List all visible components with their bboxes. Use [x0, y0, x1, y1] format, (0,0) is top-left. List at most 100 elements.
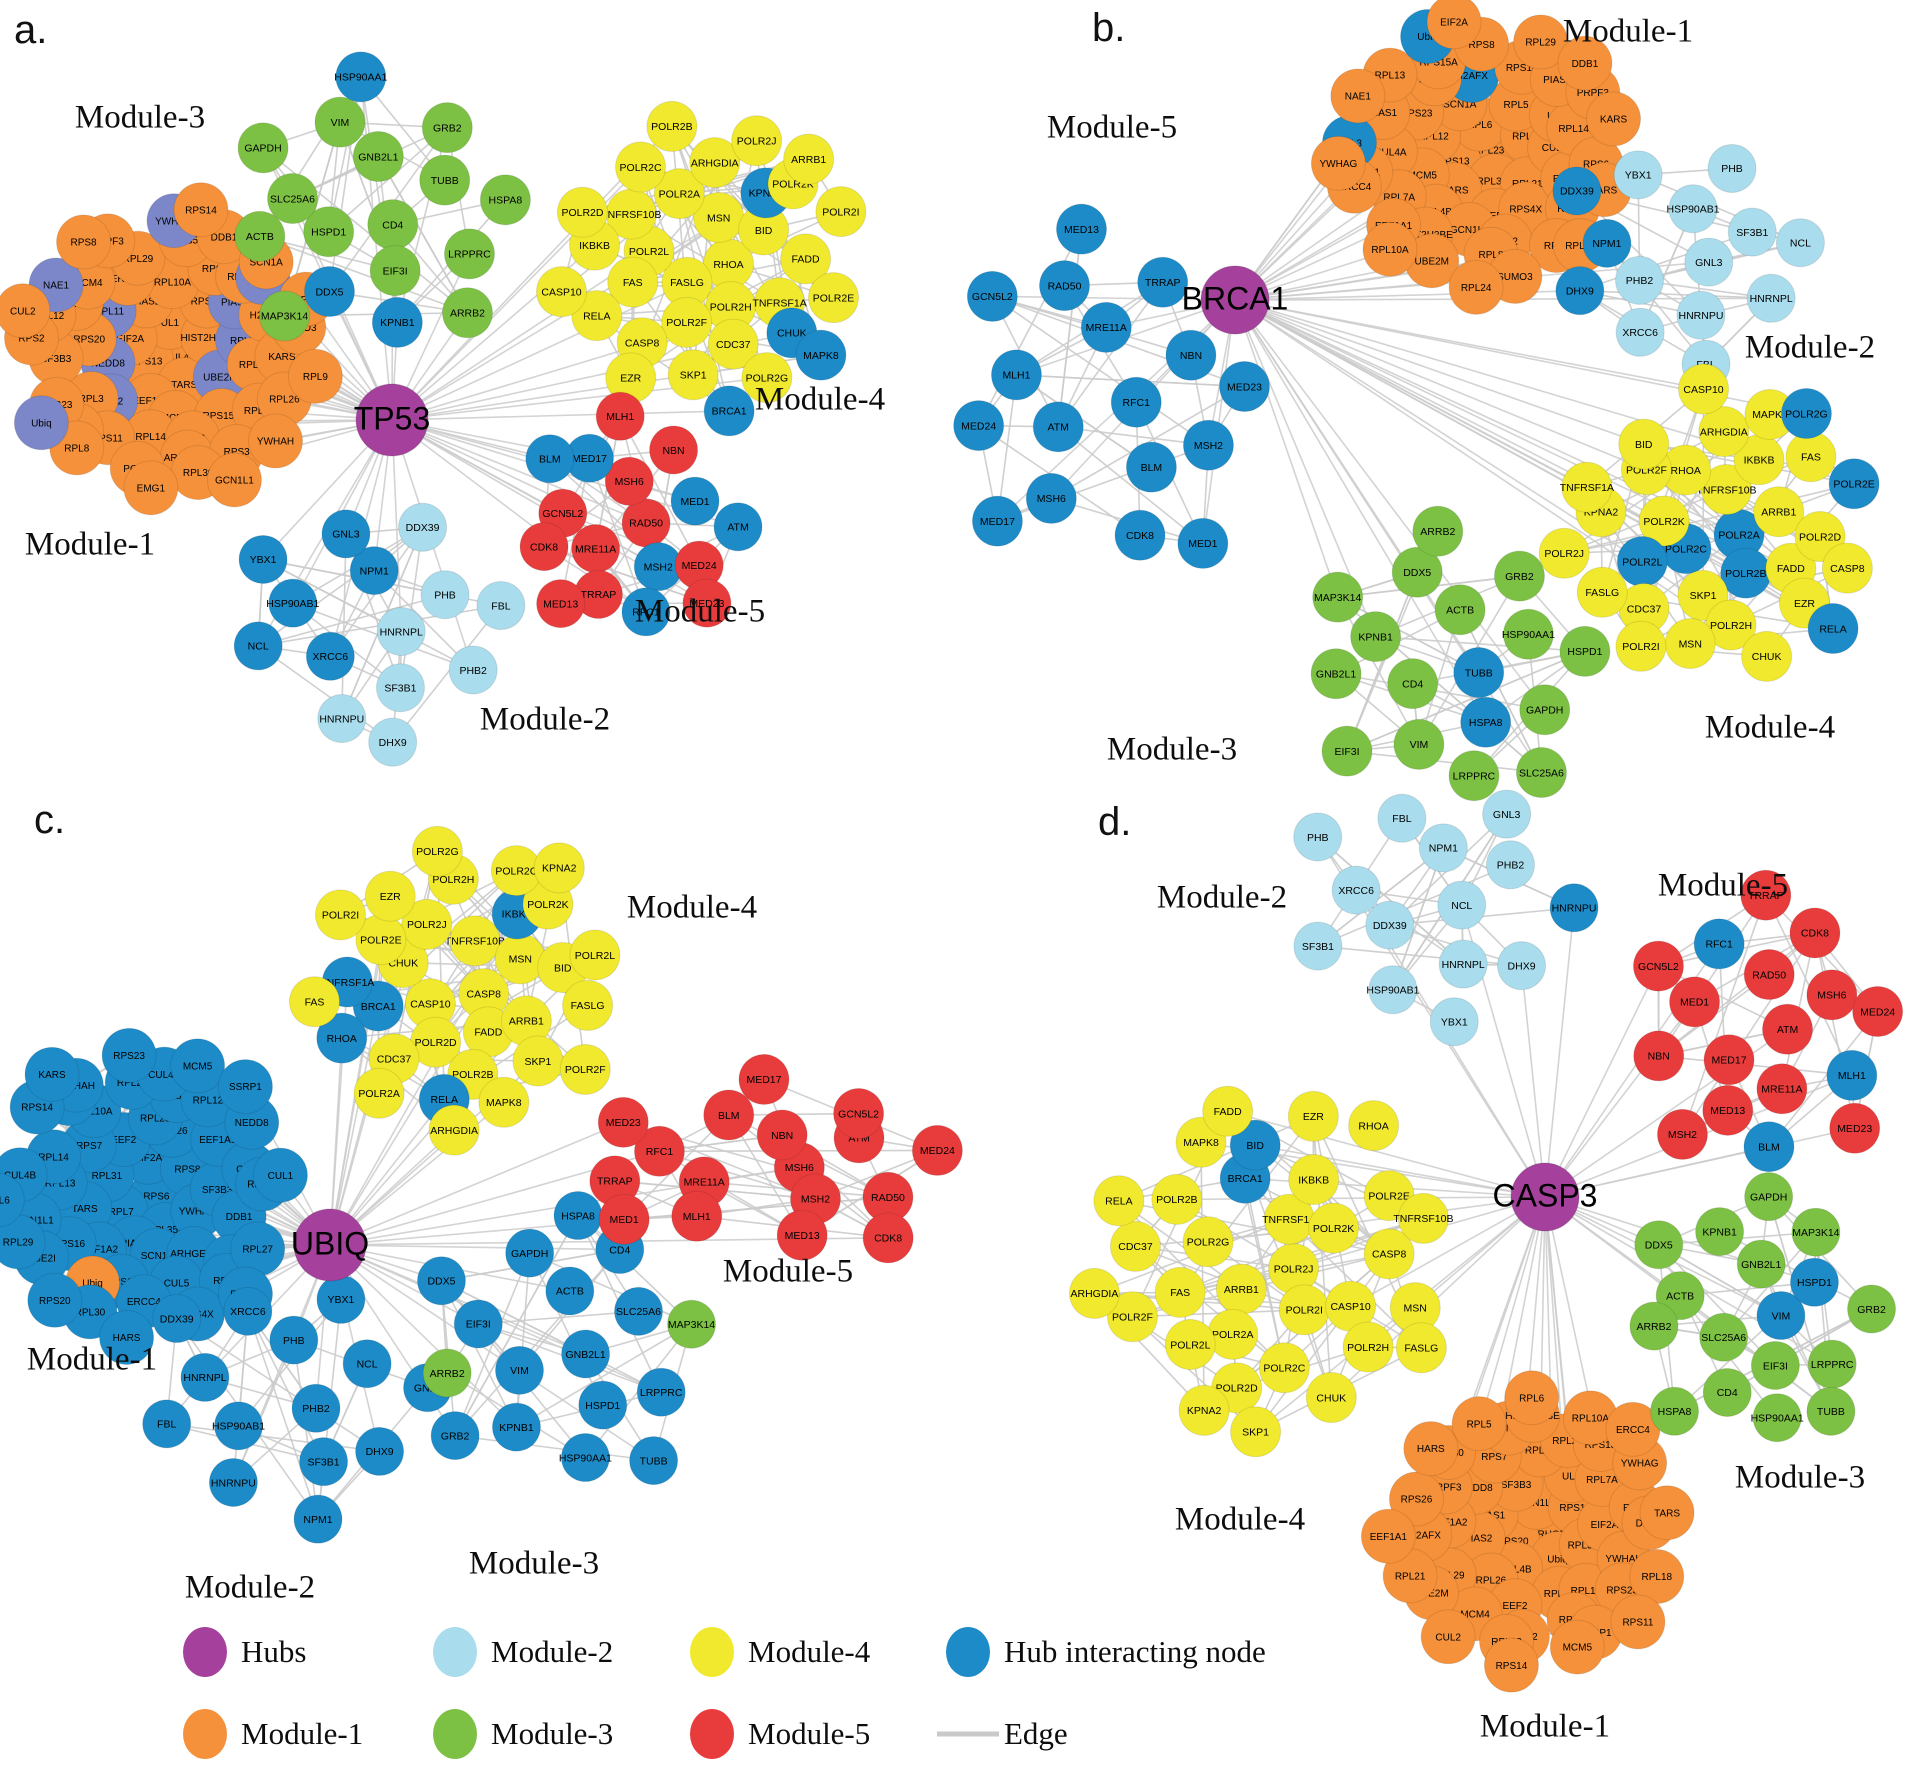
node-DHX9[interactable]: DHX9	[1555, 266, 1605, 316]
node-BID[interactable]: BID	[1618, 418, 1670, 470]
node-XRCC6[interactable]: XRCC6	[1331, 865, 1381, 915]
node-SLC25A6[interactable]: SLC25A6	[1699, 1312, 1749, 1362]
node-SF3B1[interactable]: SF3B1	[375, 663, 425, 713]
node-MAP3K14[interactable]: MAP3K14	[667, 1299, 717, 1349]
node-SLC25A6[interactable]: SLC25A6	[614, 1286, 664, 1336]
node-MAP3K14[interactable]: MAP3K14	[259, 290, 311, 342]
node-CDK8[interactable]: CDK8	[1789, 907, 1841, 959]
node-RPL6[interactable]: RPL6	[0, 1172, 25, 1228]
node-CUL2[interactable]: CUL2	[0, 283, 51, 339]
node-NPM1[interactable]: NPM1	[1582, 218, 1632, 268]
node-MLH1[interactable]: MLH1	[671, 1190, 723, 1242]
node-MED1[interactable]: MED1	[598, 1193, 650, 1245]
node-NCL[interactable]: NCL	[1437, 880, 1487, 930]
node-BLM[interactable]: BLM	[1125, 441, 1177, 493]
node-HARS[interactable]: HARS	[1403, 1421, 1459, 1477]
node-SKP1[interactable]: SKP1	[667, 349, 719, 401]
node-HSP90AB1[interactable]: HSP90AB1	[212, 1401, 265, 1451]
node-POLR2C[interactable]: POLR2C	[490, 845, 542, 897]
node-CDC37[interactable]: CDC37	[1109, 1220, 1161, 1272]
node-MAP3K14[interactable]: MAP3K14	[1791, 1207, 1841, 1257]
node-ARHGDIA[interactable]: ARHGDIA	[689, 137, 741, 189]
node-POLR2C[interactable]: POLR2C	[615, 141, 667, 193]
node-MCM5[interactable]: MCM5	[1549, 1619, 1605, 1675]
node-CDK8[interactable]: CDK8	[862, 1212, 914, 1264]
node-ARRB1[interactable]: ARRB1	[1215, 1263, 1267, 1315]
node-POLR2A[interactable]: POLR2A	[353, 1067, 405, 1119]
node-GCN1L1[interactable]: GCN1L1	[206, 452, 262, 508]
node-ARHGDIA[interactable]: ARHGDIA	[1068, 1267, 1120, 1319]
node-VIM[interactable]: VIM	[494, 1345, 544, 1395]
node-ARHGDIA[interactable]: ARHGDIA	[428, 1104, 480, 1156]
node-POLR2L[interactable]: POLR2L	[1164, 1318, 1216, 1370]
node-EMG1[interactable]: EMG1	[123, 460, 179, 516]
node-HARS[interactable]: HARS	[99, 1309, 155, 1365]
node-EIF3I[interactable]: EIF3I	[1750, 1340, 1800, 1390]
node-NCL[interactable]: NCL	[233, 621, 283, 671]
node-PHB2[interactable]: PHB2	[1615, 255, 1665, 305]
node-POLR2G[interactable]: POLR2G	[741, 352, 793, 404]
node-ATM[interactable]: ATM	[1762, 1003, 1814, 1055]
node-XRCC6[interactable]: XRCC6	[305, 631, 355, 681]
node-TRRAP[interactable]: TRRAP	[573, 569, 623, 619]
node-MED1[interactable]: MED1	[1669, 976, 1721, 1028]
node-FAS[interactable]: FAS	[1785, 431, 1837, 483]
node-MED24[interactable]: MED24	[674, 540, 724, 590]
node-POLR2F[interactable]: POLR2F	[661, 296, 713, 348]
node-DDX39[interactable]: DDX39	[1552, 166, 1602, 216]
node-POLR2G[interactable]: POLR2G	[1182, 1216, 1234, 1268]
node-DHX9[interactable]: DHX9	[355, 1426, 405, 1476]
node-DHX9[interactable]: DHX9	[368, 717, 418, 767]
node-RFC1[interactable]: RFC1	[621, 587, 671, 637]
node-ACTB[interactable]: ACTB	[545, 1266, 595, 1316]
node-KPNA2[interactable]: KPNA2	[533, 842, 585, 894]
node-DDX5[interactable]: DDX5	[1391, 546, 1443, 598]
node-FADD[interactable]: FADD	[1202, 1085, 1254, 1137]
node-MED13[interactable]: MED13	[536, 579, 586, 629]
node-POLR2I[interactable]: POLR2I	[314, 889, 366, 941]
node-HNRNPL[interactable]: HNRNPL	[1746, 273, 1796, 323]
node-NBN[interactable]: NBN	[756, 1109, 808, 1161]
node-RFC1[interactable]: RFC1	[1693, 918, 1745, 970]
node-RPL9[interactable]: RPL9	[287, 348, 343, 404]
node-KARS[interactable]: KARS	[24, 1046, 80, 1102]
node-DHX9[interactable]: DHX9	[1497, 941, 1547, 991]
node-CDK8[interactable]: CDK8	[1114, 509, 1166, 561]
node-HSPD1[interactable]: HSPD1	[1789, 1257, 1839, 1307]
node-Ubiq[interactable]: Ubiq	[13, 395, 69, 451]
node-POLR2D[interactable]: POLR2D	[556, 186, 608, 238]
node-HSPA8[interactable]: HSPA8	[553, 1191, 603, 1241]
node-MSH2[interactable]: MSH2	[1182, 419, 1234, 471]
node-VIM[interactable]: VIM	[1393, 718, 1445, 770]
node-MED23[interactable]: MED23	[597, 1096, 649, 1148]
node-ARRB2[interactable]: ARRB2	[1412, 505, 1464, 557]
node-TNFRSF10B[interactable]: TNFRSF10B	[601, 188, 661, 240]
hub-node-BRCA1[interactable]: BRCA1	[1182, 265, 1289, 335]
node-ATM[interactable]: ATM	[713, 502, 763, 552]
node-XRCC6[interactable]: XRCC6	[1615, 307, 1665, 357]
node-RPL10A[interactable]: RPL10A	[1362, 221, 1418, 277]
node-POLR2A[interactable]: POLR2A	[1207, 1308, 1259, 1360]
node-HSP90AB1[interactable]: HSP90AB1	[266, 578, 320, 628]
node-CDC37[interactable]: CDC37	[1618, 583, 1670, 635]
node-NCL[interactable]: NCL	[342, 1339, 392, 1389]
node-POLR2G[interactable]: POLR2G	[1780, 388, 1832, 440]
node-CD4[interactable]: CD4	[1387, 658, 1439, 710]
node-GNL3[interactable]: GNL3	[1684, 237, 1734, 287]
node-MSH2[interactable]: MSH2	[1656, 1108, 1708, 1160]
node-TUBB[interactable]: TUBB	[629, 1436, 679, 1486]
node-RPL24[interactable]: RPL24	[1448, 259, 1504, 315]
node-LRPPRC[interactable]: LRPPRC	[443, 228, 495, 280]
node-GAPDH[interactable]: GAPDH	[505, 1228, 555, 1278]
node-FAS[interactable]: FAS	[607, 256, 659, 308]
node-EIF3I[interactable]: EIF3I	[1321, 725, 1373, 777]
node-IKBKB[interactable]: IKBKB	[1288, 1154, 1340, 1206]
node-RHOA[interactable]: RHOA	[702, 238, 754, 290]
hub-node-TP53[interactable]: TP53	[354, 383, 430, 457]
node-KPNA2[interactable]: KPNA2	[1178, 1384, 1230, 1436]
node-RELA[interactable]: RELA	[1807, 603, 1859, 655]
node-RAD50[interactable]: RAD50	[621, 498, 671, 548]
node-NBN[interactable]: NBN	[1165, 329, 1217, 381]
node-HSP90AB1[interactable]: HSP90AB1	[1366, 965, 1420, 1015]
node-RAD50[interactable]: RAD50	[1743, 949, 1795, 1001]
